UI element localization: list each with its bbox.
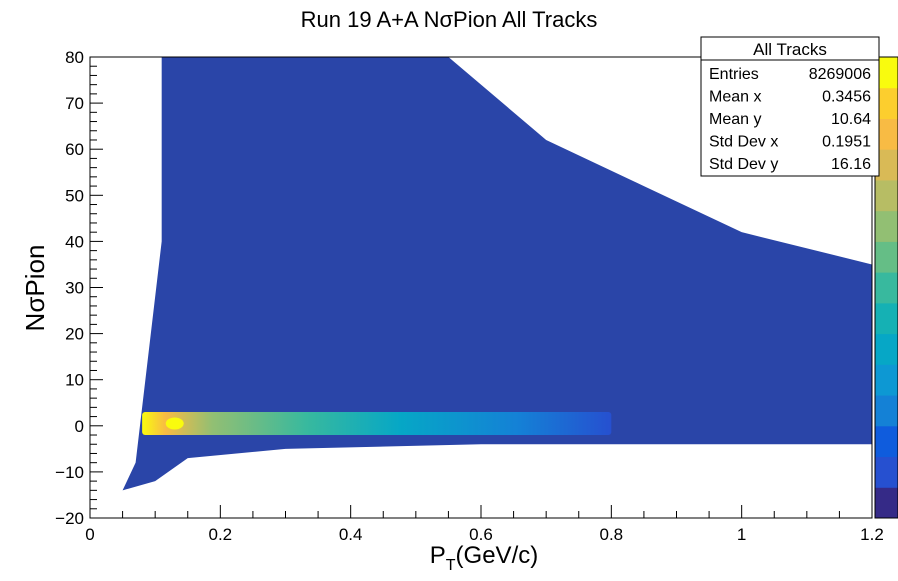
y-tick-label: 70 <box>65 94 84 113</box>
stats-row-label: Std Dev y <box>709 156 778 173</box>
density-band <box>142 411 612 436</box>
y-axis: −20 −10 0 10 20 30 40 50 60 70 80 <box>55 48 103 528</box>
x-tick-label: 0.8 <box>600 525 624 544</box>
palette-swatch <box>875 179 898 212</box>
palette-swatch <box>875 87 898 119</box>
palette-swatch <box>875 210 898 242</box>
x-tick-label: 0.6 <box>469 525 493 544</box>
palette-swatch <box>875 241 898 273</box>
color-palette <box>874 56 898 519</box>
stats-row-value: 10.64 <box>831 111 871 128</box>
palette-swatch <box>875 333 898 365</box>
stats-row-label: Entries <box>709 66 759 83</box>
stats-rows: Entries 8269006 Mean x 0.3456 Mean y 10.64 Std… <box>709 66 871 173</box>
y-tick-label: 80 <box>65 48 84 67</box>
y-tick-label: 40 <box>65 232 84 251</box>
x-tick-label: 0.4 <box>339 525 363 544</box>
palette-swatch <box>875 118 898 150</box>
palette-swatch <box>875 149 898 181</box>
chart-title: Run 19 A+A NσPion All Tracks <box>301 7 598 32</box>
palette-swatch <box>875 487 898 519</box>
y-tick-label: 60 <box>65 140 84 159</box>
x-axis-label-main: P <box>430 542 446 569</box>
y-axis-label: NσPion <box>20 245 50 332</box>
y-tick-label: −10 <box>55 463 84 482</box>
palette-swatch <box>875 456 898 488</box>
y-tick-label: 10 <box>65 371 84 390</box>
plot-area <box>122 57 872 491</box>
palette-swatch <box>875 272 898 304</box>
palette-swatch <box>875 57 898 89</box>
y-tick-label: 30 <box>65 279 84 298</box>
x-tick-label: 1 <box>737 525 746 544</box>
x-axis: 0 0.2 0.4 0.6 0.8 1 1.2 <box>85 505 884 544</box>
x-tick-label: 1.2 <box>860 525 884 544</box>
palette-swatch <box>875 425 898 458</box>
stats-box-title: All Tracks <box>753 40 827 59</box>
stats-row-label: Mean x <box>709 89 761 106</box>
x-tick-label: 0.2 <box>209 525 233 544</box>
stats-row-value: 8269006 <box>809 66 871 83</box>
y-tick-label: 0 <box>75 417 84 436</box>
y-tick-label: 20 <box>65 325 84 344</box>
stats-row-value: 0.3456 <box>822 89 871 106</box>
palette-swatch <box>875 395 898 427</box>
stats-box: All Tracks Entries 8269006 Mean x 0.3456 Mea… <box>700 36 880 177</box>
y-tick-label: −20 <box>55 509 84 528</box>
x-axis-label-sub: T <box>446 557 456 574</box>
palette-swatch <box>875 302 898 335</box>
density-peak <box>165 417 184 430</box>
x-axis-label: PT(GeV/c) <box>430 542 538 574</box>
stats-row-value: 16.16 <box>831 156 871 173</box>
stats-row-label: Std Dev x <box>709 134 778 151</box>
distribution-region <box>122 57 872 491</box>
y-tick-label: 50 <box>65 186 84 205</box>
stats-row-value: 0.1951 <box>822 134 871 151</box>
palette-swatch <box>875 364 898 396</box>
x-axis-label-rest: (GeV/c) <box>456 542 539 569</box>
x-tick-label: 0 <box>85 525 94 544</box>
palette-frame <box>874 56 898 519</box>
stats-row-label: Mean y <box>709 111 761 128</box>
